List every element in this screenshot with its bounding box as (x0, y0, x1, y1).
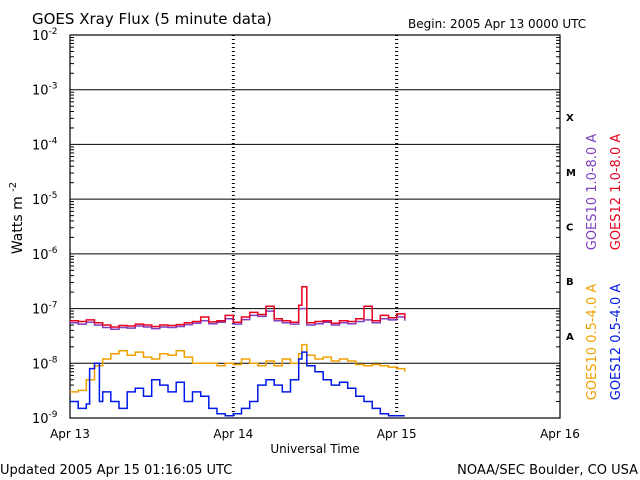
legend-item: GOES12 1.0-8.0 A (609, 134, 624, 251)
y-axis-label-sup: -2 (8, 182, 19, 192)
updated-label: Updated 2005 Apr 15 01:16:05 UTC (0, 463, 232, 478)
credit-label: NOAA/SEC Boulder, CO USA (457, 463, 638, 478)
legend-label: GOES12 1.0-8.0 A (609, 134, 624, 251)
legend-label: GOES10 0.5-4.0 A (585, 284, 600, 401)
y-tick-label: 10-4 (32, 136, 58, 153)
legend: GOES10 1.0-8.0 A GOES12 1.0-8.0 A GOES10 0… (585, 134, 624, 401)
svg-text:Watts m -2: Watts m -2 (8, 182, 26, 254)
data-series (70, 286, 406, 417)
y-axis-label: Watts m (10, 196, 26, 254)
flare-class-label: X (566, 113, 574, 124)
x-tick-label: Apr 13 (50, 427, 90, 441)
series-line (70, 307, 406, 330)
flare-class-label: B (566, 277, 574, 288)
x-tick-label: Apr 15 (377, 427, 417, 441)
x-tick-label: Apr 16 (540, 427, 580, 441)
y-tick-label: 10-9 (32, 410, 58, 427)
legend-label: GOES12 0.5-4.0 A (609, 284, 624, 401)
y-tick-label: 10-6 (32, 246, 58, 263)
flare-class-label: C (566, 223, 573, 234)
series-line (70, 286, 406, 328)
plot-area (69, 34, 561, 419)
y-tick-label: 10-3 (32, 82, 58, 99)
x-axis-label: Universal Time (270, 442, 359, 456)
flare-class-label: A (566, 332, 574, 343)
flare-class-labels: A B C M X (566, 113, 576, 343)
y-axis-label-group: Watts m -2 (8, 182, 26, 254)
flare-class-label: M (566, 168, 576, 179)
series-line (70, 351, 405, 417)
legend-item: GOES12 0.5-4.0 A (609, 284, 624, 401)
legend-item: GOES10 0.5-4.0 A (585, 284, 600, 401)
x-tick-labels: Apr 13 Apr 14 Apr 15 Apr 16 (50, 427, 580, 441)
y-tick-label: 10-8 (32, 355, 58, 372)
series-line (70, 343, 406, 393)
grid-lines (70, 35, 560, 418)
y-tick-label: 10-2 (32, 27, 58, 44)
begin-label: Begin: 2005 Apr 13 0000 UTC (408, 17, 586, 31)
y-tick-labels: 10-9 10-8 10-7 10-6 10-5 10-4 10-3 10-2 (32, 27, 560, 427)
legend-label: GOES10 1.0-8.0 A (585, 134, 600, 251)
legend-item: GOES10 1.0-8.0 A (585, 134, 600, 251)
y-tick-label: 10-5 (32, 191, 58, 208)
chart-title: GOES Xray Flux (5 minute data) (32, 10, 272, 28)
x-tick-label: Apr 14 (213, 427, 253, 441)
y-tick-label: 10-7 (32, 301, 58, 318)
